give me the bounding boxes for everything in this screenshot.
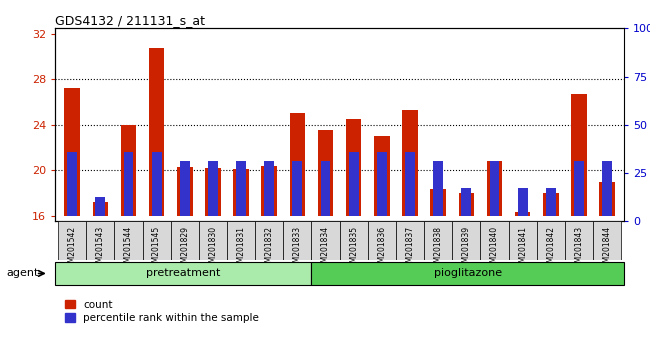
Bar (121, 125, 136, 216)
Bar (55, 262, 311, 285)
Bar (571, 94, 587, 216)
Bar (593, 221, 621, 260)
Bar (508, 221, 537, 260)
Text: GSM201831: GSM201831 (237, 226, 246, 272)
Bar (377, 152, 387, 216)
Bar (546, 188, 556, 216)
Bar (487, 161, 502, 216)
Bar (227, 221, 255, 260)
Bar (290, 113, 305, 216)
Bar (602, 161, 612, 216)
Bar (320, 161, 330, 216)
Text: GSM201836: GSM201836 (378, 226, 386, 272)
Text: GSM201545: GSM201545 (152, 226, 161, 272)
Bar (480, 221, 508, 260)
Bar (318, 131, 333, 216)
Bar (114, 221, 142, 260)
Text: GSM201833: GSM201833 (293, 226, 302, 272)
Text: GSM201841: GSM201841 (518, 226, 527, 272)
Text: GSM201835: GSM201835 (349, 226, 358, 272)
Bar (311, 221, 339, 260)
Bar (180, 161, 190, 216)
Bar (368, 221, 396, 260)
Bar (452, 221, 480, 260)
Text: GSM201830: GSM201830 (209, 226, 217, 272)
Bar (346, 119, 361, 216)
Bar (515, 212, 530, 216)
Bar (349, 152, 359, 216)
Bar (236, 161, 246, 216)
Bar (283, 221, 311, 260)
Text: pretreatment: pretreatment (146, 268, 220, 279)
Bar (599, 182, 615, 216)
Bar (265, 161, 274, 216)
Bar (543, 193, 558, 216)
Bar (151, 152, 162, 216)
Bar (489, 161, 499, 216)
Text: GSM201839: GSM201839 (462, 226, 471, 272)
Bar (171, 221, 199, 260)
Bar (459, 193, 474, 216)
Bar (208, 161, 218, 216)
Bar (149, 47, 164, 216)
Bar (374, 136, 389, 216)
Bar (205, 168, 220, 216)
Text: GSM201542: GSM201542 (68, 226, 77, 272)
Bar (64, 88, 80, 216)
Text: GSM201842: GSM201842 (546, 226, 555, 272)
Bar (462, 188, 471, 216)
Text: GSM201844: GSM201844 (603, 226, 612, 272)
Text: GSM201832: GSM201832 (265, 226, 274, 272)
Bar (339, 221, 368, 260)
Bar (199, 221, 227, 260)
Text: GSM201543: GSM201543 (96, 226, 105, 272)
Legend: count, percentile rank within the sample: count, percentile rank within the sample (60, 296, 263, 327)
Bar (96, 198, 105, 216)
Bar (255, 221, 283, 260)
Bar (430, 189, 446, 216)
Bar (142, 221, 171, 260)
Bar (233, 169, 249, 216)
Bar (177, 167, 192, 216)
Text: GSM201834: GSM201834 (321, 226, 330, 272)
Text: GSM201544: GSM201544 (124, 226, 133, 272)
Bar (58, 221, 86, 260)
Text: GSM201829: GSM201829 (180, 226, 189, 272)
Bar (434, 161, 443, 216)
Bar (124, 152, 133, 216)
Text: GSM201838: GSM201838 (434, 226, 443, 272)
Bar (402, 110, 418, 216)
Bar (565, 221, 593, 260)
Bar (574, 161, 584, 216)
Bar (311, 262, 624, 285)
Text: GSM201840: GSM201840 (490, 226, 499, 272)
Bar (292, 161, 302, 216)
Text: GSM201843: GSM201843 (575, 226, 584, 272)
Bar (537, 221, 565, 260)
Bar (86, 221, 114, 260)
Bar (517, 188, 528, 216)
Text: GDS4132 / 211131_s_at: GDS4132 / 211131_s_at (55, 14, 205, 27)
Bar (67, 152, 77, 216)
Text: agent: agent (6, 268, 39, 279)
Text: pioglitazone: pioglitazone (434, 268, 502, 279)
Bar (92, 202, 108, 216)
Bar (405, 152, 415, 216)
Bar (396, 221, 424, 260)
Text: GSM201837: GSM201837 (406, 226, 415, 272)
Bar (424, 221, 452, 260)
Bar (261, 166, 277, 216)
